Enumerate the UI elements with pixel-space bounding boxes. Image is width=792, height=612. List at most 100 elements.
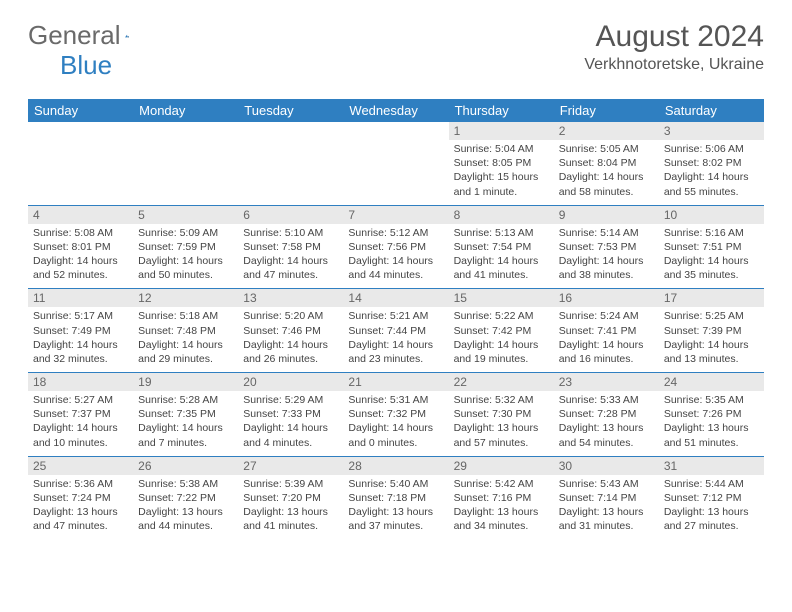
day-details: Sunrise: 5:32 AMSunset: 7:30 PMDaylight:… [449, 391, 554, 456]
sunset-text: Sunset: 7:18 PM [348, 491, 443, 505]
calendar-day-cell: 23Sunrise: 5:33 AMSunset: 7:28 PMDayligh… [554, 373, 659, 457]
daylight-text: Daylight: 14 hours and 19 minutes. [454, 338, 549, 366]
calendar-day-cell: 14Sunrise: 5:21 AMSunset: 7:44 PMDayligh… [343, 289, 448, 373]
day-number: 29 [449, 457, 554, 475]
sunrise-text: Sunrise: 5:21 AM [348, 309, 443, 323]
calendar-day-cell: 10Sunrise: 5:16 AMSunset: 7:51 PMDayligh… [659, 205, 764, 289]
calendar-week-row: 11Sunrise: 5:17 AMSunset: 7:49 PMDayligh… [28, 289, 764, 373]
calendar-week-row: 18Sunrise: 5:27 AMSunset: 7:37 PMDayligh… [28, 373, 764, 457]
sunset-text: Sunset: 7:35 PM [138, 407, 233, 421]
daylight-text: Daylight: 13 hours and 57 minutes. [454, 421, 549, 449]
day-number: 21 [343, 373, 448, 391]
daylight-text: Daylight: 14 hours and 41 minutes. [454, 254, 549, 282]
day-number: 14 [343, 289, 448, 307]
calendar-day-cell: 16Sunrise: 5:24 AMSunset: 7:41 PMDayligh… [554, 289, 659, 373]
sunrise-text: Sunrise: 5:17 AM [33, 309, 128, 323]
sunset-text: Sunset: 7:12 PM [664, 491, 759, 505]
calendar-day-cell [238, 122, 343, 205]
logo-word2: Blue [60, 50, 112, 81]
sunrise-text: Sunrise: 5:06 AM [664, 142, 759, 156]
sunset-text: Sunset: 7:33 PM [243, 407, 338, 421]
day-details: Sunrise: 5:09 AMSunset: 7:59 PMDaylight:… [133, 224, 238, 289]
day-details: Sunrise: 5:14 AMSunset: 7:53 PMDaylight:… [554, 224, 659, 289]
sunset-text: Sunset: 7:26 PM [664, 407, 759, 421]
sunset-text: Sunset: 7:30 PM [454, 407, 549, 421]
calendar-table: SundayMondayTuesdayWednesdayThursdayFrid… [28, 99, 764, 539]
sunrise-text: Sunrise: 5:35 AM [664, 393, 759, 407]
sunrise-text: Sunrise: 5:12 AM [348, 226, 443, 240]
day-number: 7 [343, 206, 448, 224]
calendar-day-cell: 20Sunrise: 5:29 AMSunset: 7:33 PMDayligh… [238, 373, 343, 457]
day-details: Sunrise: 5:24 AMSunset: 7:41 PMDaylight:… [554, 307, 659, 372]
daylight-text: Daylight: 14 hours and 4 minutes. [243, 421, 338, 449]
calendar-day-cell: 4Sunrise: 5:08 AMSunset: 8:01 PMDaylight… [28, 205, 133, 289]
calendar-day-cell: 28Sunrise: 5:40 AMSunset: 7:18 PMDayligh… [343, 456, 448, 539]
sunrise-text: Sunrise: 5:38 AM [138, 477, 233, 491]
day-details: Sunrise: 5:16 AMSunset: 7:51 PMDaylight:… [659, 224, 764, 289]
sunrise-text: Sunrise: 5:31 AM [348, 393, 443, 407]
daylight-text: Daylight: 14 hours and 58 minutes. [559, 170, 654, 198]
day-number: 24 [659, 373, 764, 391]
day-number: 22 [449, 373, 554, 391]
sunrise-text: Sunrise: 5:14 AM [559, 226, 654, 240]
calendar-day-cell: 18Sunrise: 5:27 AMSunset: 7:37 PMDayligh… [28, 373, 133, 457]
day-details: Sunrise: 5:22 AMSunset: 7:42 PMDaylight:… [449, 307, 554, 372]
calendar-day-cell: 22Sunrise: 5:32 AMSunset: 7:30 PMDayligh… [449, 373, 554, 457]
day-number: 27 [238, 457, 343, 475]
daylight-text: Daylight: 14 hours and 52 minutes. [33, 254, 128, 282]
calendar-day-cell: 26Sunrise: 5:38 AMSunset: 7:22 PMDayligh… [133, 456, 238, 539]
daylight-text: Daylight: 13 hours and 41 minutes. [243, 505, 338, 533]
day-details: Sunrise: 5:31 AMSunset: 7:32 PMDaylight:… [343, 391, 448, 456]
sunset-text: Sunset: 7:28 PM [559, 407, 654, 421]
weekday-header: Monday [133, 99, 238, 122]
calendar-day-cell [133, 122, 238, 205]
day-details: Sunrise: 5:38 AMSunset: 7:22 PMDaylight:… [133, 475, 238, 540]
sunrise-text: Sunrise: 5:42 AM [454, 477, 549, 491]
calendar-day-cell: 15Sunrise: 5:22 AMSunset: 7:42 PMDayligh… [449, 289, 554, 373]
calendar-day-cell: 24Sunrise: 5:35 AMSunset: 7:26 PMDayligh… [659, 373, 764, 457]
day-number: 12 [133, 289, 238, 307]
day-number: 31 [659, 457, 764, 475]
daylight-text: Daylight: 13 hours and 47 minutes. [33, 505, 128, 533]
sunrise-text: Sunrise: 5:04 AM [454, 142, 549, 156]
day-number [238, 122, 343, 140]
location: Verkhnotoretske, Ukraine [584, 56, 764, 74]
day-number [133, 122, 238, 140]
day-details: Sunrise: 5:25 AMSunset: 7:39 PMDaylight:… [659, 307, 764, 372]
sunrise-text: Sunrise: 5:16 AM [664, 226, 759, 240]
calendar-week-row: 4Sunrise: 5:08 AMSunset: 8:01 PMDaylight… [28, 205, 764, 289]
sunrise-text: Sunrise: 5:36 AM [33, 477, 128, 491]
sunset-text: Sunset: 8:02 PM [664, 156, 759, 170]
calendar-day-cell: 9Sunrise: 5:14 AMSunset: 7:53 PMDaylight… [554, 205, 659, 289]
sunset-text: Sunset: 7:58 PM [243, 240, 338, 254]
day-details: Sunrise: 5:18 AMSunset: 7:48 PMDaylight:… [133, 307, 238, 372]
calendar-day-cell: 12Sunrise: 5:18 AMSunset: 7:48 PMDayligh… [133, 289, 238, 373]
sunset-text: Sunset: 7:44 PM [348, 324, 443, 338]
day-number: 30 [554, 457, 659, 475]
sunset-text: Sunset: 7:24 PM [33, 491, 128, 505]
sunset-text: Sunset: 7:41 PM [559, 324, 654, 338]
day-details: Sunrise: 5:12 AMSunset: 7:56 PMDaylight:… [343, 224, 448, 289]
sunrise-text: Sunrise: 5:09 AM [138, 226, 233, 240]
logo-word1: General [28, 20, 121, 51]
sunset-text: Sunset: 7:59 PM [138, 240, 233, 254]
sunrise-text: Sunrise: 5:24 AM [559, 309, 654, 323]
sunset-text: Sunset: 7:46 PM [243, 324, 338, 338]
day-details [133, 140, 238, 202]
sunrise-text: Sunrise: 5:32 AM [454, 393, 549, 407]
day-details: Sunrise: 5:35 AMSunset: 7:26 PMDaylight:… [659, 391, 764, 456]
sunset-text: Sunset: 7:39 PM [664, 324, 759, 338]
weekday-header: Tuesday [238, 99, 343, 122]
day-number: 6 [238, 206, 343, 224]
sunrise-text: Sunrise: 5:27 AM [33, 393, 128, 407]
weekday-header: Friday [554, 99, 659, 122]
day-details: Sunrise: 5:29 AMSunset: 7:33 PMDaylight:… [238, 391, 343, 456]
calendar-week-row: 25Sunrise: 5:36 AMSunset: 7:24 PMDayligh… [28, 456, 764, 539]
day-number [343, 122, 448, 140]
day-details: Sunrise: 5:44 AMSunset: 7:12 PMDaylight:… [659, 475, 764, 540]
calendar-day-cell [343, 122, 448, 205]
day-details: Sunrise: 5:05 AMSunset: 8:04 PMDaylight:… [554, 140, 659, 205]
day-number [28, 122, 133, 140]
sunrise-text: Sunrise: 5:22 AM [454, 309, 549, 323]
daylight-text: Daylight: 14 hours and 44 minutes. [348, 254, 443, 282]
